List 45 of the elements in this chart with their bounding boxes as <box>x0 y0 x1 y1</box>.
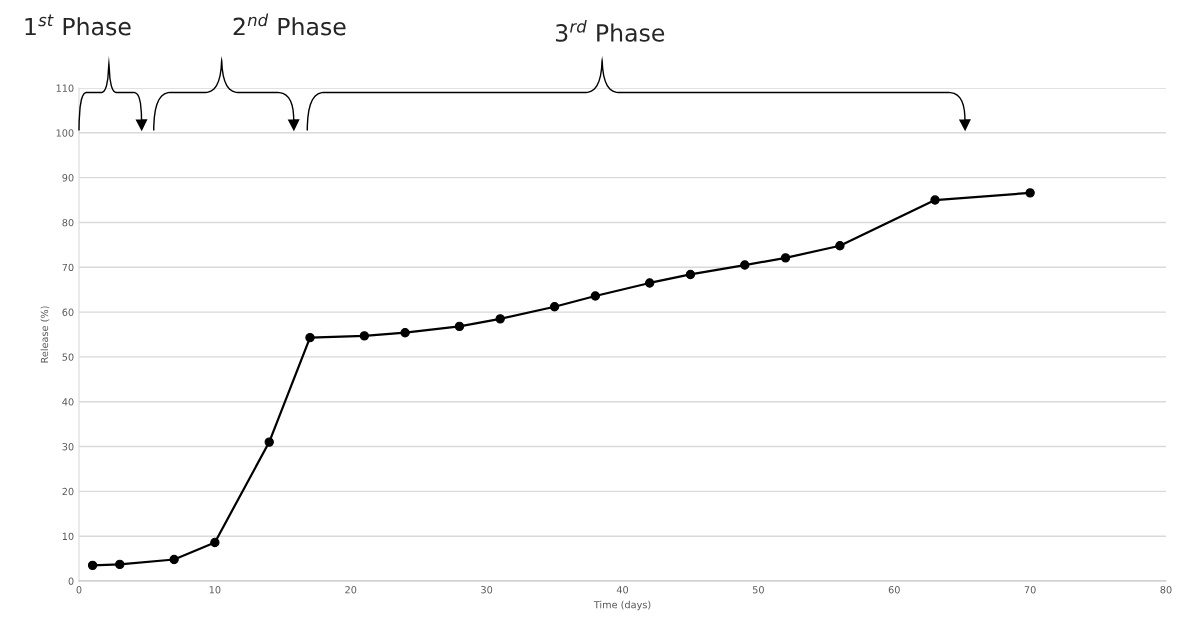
text: 3$^{rd}$ Phase <box>555 19 665 42</box>
point <box>590 291 601 301</box>
y-tick-label: 70 <box>62 263 74 272</box>
y-tick-label: 0 <box>68 577 74 585</box>
x-axis-title: Time (days) <box>593 600 651 611</box>
point <box>549 302 560 312</box>
y-tick-label: 10 <box>62 532 74 541</box>
y-tick-label: 50 <box>62 353 74 361</box>
point <box>115 559 125 570</box>
x-tick-label: 60 <box>888 586 900 594</box>
y-tick-label: 60 <box>62 308 74 316</box>
y-axis-title: Release (%) <box>40 306 50 363</box>
point <box>264 437 274 447</box>
x-tick-label: 30 <box>481 586 493 594</box>
y-tick-label: 30 <box>62 443 74 451</box>
text: 2$^{nd}$ Phase <box>233 13 346 36</box>
point <box>780 253 791 263</box>
y-tick-label: 90 <box>62 174 74 182</box>
x-tick-label: 0 <box>76 586 82 594</box>
point <box>930 195 940 205</box>
y-tick-label: 20 <box>62 487 74 496</box>
x-tick-label: 80 <box>1160 586 1172 594</box>
y-tick-label: 80 <box>62 218 74 227</box>
point <box>685 269 696 280</box>
point <box>740 260 750 270</box>
point <box>1025 188 1035 198</box>
y-tick-label: 100 <box>56 129 74 137</box>
point <box>87 560 98 570</box>
point <box>210 537 220 548</box>
point <box>400 328 410 338</box>
point <box>359 331 370 341</box>
x-tick-label: 10 <box>209 586 221 594</box>
x-tick-label: 20 <box>345 586 357 594</box>
x-tick-label: 40 <box>616 586 629 594</box>
point <box>835 241 845 251</box>
y-tick-label: 40 <box>62 398 74 406</box>
x-tick-label: 50 <box>752 586 764 594</box>
point <box>169 554 179 565</box>
point <box>495 314 505 324</box>
x-tick-label: 70 <box>1024 586 1036 594</box>
point <box>644 278 655 288</box>
point <box>305 332 315 343</box>
y-tick-label: 110 <box>56 84 74 92</box>
text: 1$^{st}$ Phase <box>25 14 131 36</box>
point <box>454 321 465 332</box>
